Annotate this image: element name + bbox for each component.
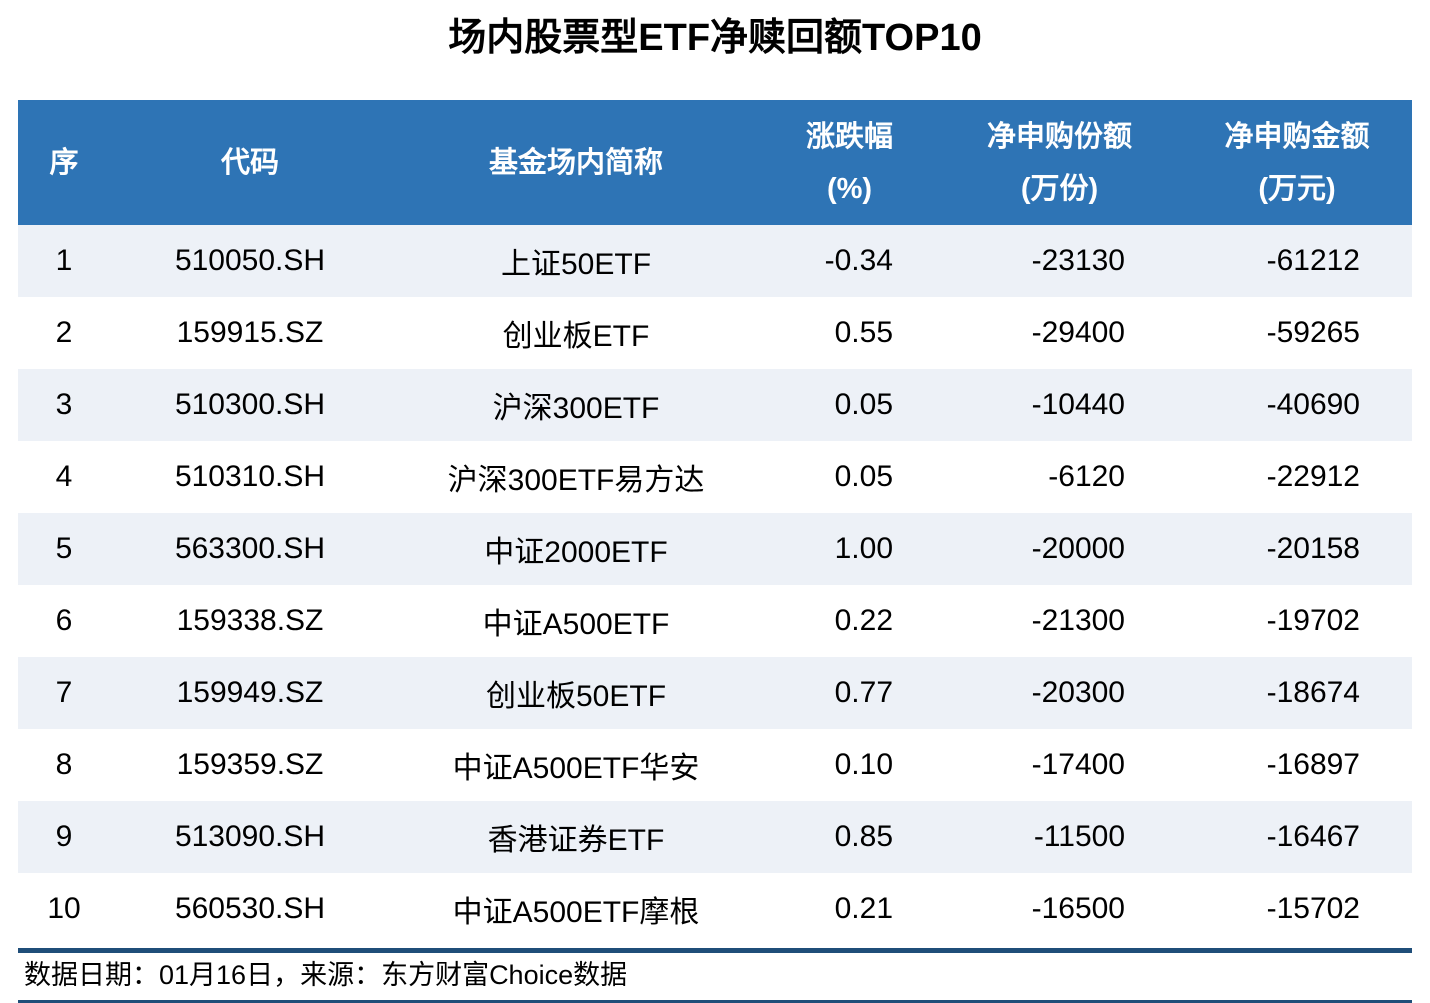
- cell-net-subscription-amount: -59265: [1266, 316, 1360, 349]
- page-title: 场内股票型ETF净赎回额TOP10: [448, 17, 982, 59]
- cell-net-subscription-amount: -18674: [1266, 676, 1360, 709]
- cell-seq: 4: [55, 460, 73, 493]
- cell-net-subscription-amount: -61212: [1266, 244, 1360, 277]
- cell-net-subscription-shares: -16500: [1031, 892, 1125, 925]
- cell-fund-name: 中证2000ETF: [484, 536, 668, 569]
- cell-net-subscription-amount: -19702: [1266, 604, 1360, 637]
- cell-seq: 6: [55, 604, 73, 637]
- cell-code: 563300.SH: [174, 532, 326, 565]
- cell-net-subscription-shares: -20000: [1031, 532, 1125, 565]
- cell-code: 159359.SZ: [176, 748, 324, 781]
- header-unit: (万元): [1258, 172, 1336, 205]
- header-unit: (万份): [1020, 172, 1099, 205]
- cell-seq: 3: [55, 388, 73, 421]
- cell-seq: 2: [55, 316, 73, 349]
- table-row: 6 159338.SZ 中证A500ETF 0.22 -21300 -19702: [18, 585, 1412, 657]
- table-row: 1 510050.SH 上证50ETF -0.34 -23130 -61212: [18, 225, 1412, 297]
- header-label: 净申购金额: [1224, 120, 1370, 153]
- cell-net-subscription-shares: -10440: [1031, 388, 1125, 421]
- table-row: 5 563300.SH 中证2000ETF 1.00 -20000 -20158: [18, 513, 1412, 585]
- cell-pct-change: 0.05: [834, 460, 893, 493]
- cell-pct-change: 1.00: [834, 532, 893, 565]
- cell-seq: 5: [55, 532, 73, 565]
- table-row: 3 510300.SH 沪深300ETF 0.05 -10440 -40690: [18, 369, 1412, 441]
- cell-net-subscription-shares: -11500: [1033, 820, 1125, 853]
- cell-fund-name: 沪深300ETF: [492, 392, 660, 425]
- header-pct-change: 涨跌幅 (%): [762, 100, 937, 225]
- table-row: 4 510310.SH 沪深300ETF易方达 0.05 -6120 -2291…: [18, 441, 1412, 513]
- cell-seq: 1: [55, 244, 73, 277]
- cell-pct-change: 0.10: [834, 748, 893, 781]
- cell-seq: 9: [55, 820, 73, 853]
- cell-fund-name: 上证50ETF: [500, 248, 652, 281]
- cell-net-subscription-shares: -6120: [1048, 460, 1125, 493]
- cell-net-subscription-shares: -20300: [1031, 676, 1125, 709]
- header-label: 基金场内简称: [488, 146, 663, 179]
- table-row: 9 513090.SH 香港证券ETF 0.85 -11500 -16467: [18, 801, 1412, 873]
- header-label: 代码: [220, 146, 279, 179]
- cell-pct-change: 0.21: [834, 892, 893, 925]
- table-row: 8 159359.SZ 中证A500ETF华安 0.10 -17400 -168…: [18, 729, 1412, 801]
- table-header-row: 序 代码 基金场内简称 涨跌幅 (%) 净申购份额 (万份) 净申购金额: [18, 100, 1412, 225]
- cell-pct-change: 0.85: [834, 820, 893, 853]
- header-net-subscription-shares: 净申购份额 (万份): [937, 100, 1182, 225]
- cell-fund-name: 沪深300ETF易方达: [447, 464, 705, 497]
- table-row: 7 159949.SZ 创业板50ETF 0.77 -20300 -18674: [18, 657, 1412, 729]
- cell-seq: 7: [55, 676, 73, 709]
- cell-fund-name: 中证A500ETF华安: [452, 752, 700, 785]
- cell-seq: 8: [55, 748, 73, 781]
- header-label: 序: [49, 146, 79, 179]
- header-label: 净申购份额: [986, 120, 1132, 153]
- cell-fund-name: 中证A500ETF摩根: [452, 896, 700, 929]
- table-row: 2 159915.SZ 创业板ETF 0.55 -29400 -59265: [18, 297, 1412, 369]
- cell-code: 510300.SH: [174, 388, 326, 421]
- cell-net-subscription-shares: -23130: [1031, 244, 1125, 277]
- header-code: 代码: [110, 100, 390, 225]
- table-row: 10 560530.SH 中证A500ETF摩根 0.21 -16500 -15…: [18, 873, 1412, 945]
- cell-fund-name: 中证A500ETF: [482, 608, 670, 641]
- header-fund-name: 基金场内简称: [390, 100, 762, 225]
- cell-code: 510050.SH: [174, 244, 326, 277]
- cell-pct-change: -0.34: [824, 244, 893, 277]
- header-unit: (%): [826, 172, 873, 205]
- cell-seq: 10: [47, 892, 81, 925]
- header-net-subscription-amount: 净申购金额 (万元): [1182, 100, 1412, 225]
- footer: 数据日期：01月16日，来源：东方财富Choice数据: [18, 948, 1412, 1003]
- cell-net-subscription-amount: -22912: [1266, 460, 1360, 493]
- cell-net-subscription-amount: -20158: [1266, 532, 1360, 565]
- cell-pct-change: 0.05: [834, 388, 893, 421]
- cell-net-subscription-amount: -16897: [1266, 748, 1360, 781]
- cell-pct-change: 0.77: [834, 676, 893, 709]
- cell-net-subscription-shares: -21300: [1031, 604, 1125, 637]
- cell-code: 513090.SH: [174, 820, 326, 853]
- cell-net-subscription-amount: -15702: [1266, 892, 1360, 925]
- cell-net-subscription-amount: -16467: [1266, 820, 1360, 853]
- cell-code: 159915.SZ: [176, 316, 324, 349]
- cell-code: 159338.SZ: [176, 604, 324, 637]
- cell-net-subscription-shares: -29400: [1031, 316, 1125, 349]
- data-source-note: 数据日期：01月16日，来源：东方财富Choice数据: [24, 960, 628, 990]
- cell-code: 159949.SZ: [176, 676, 324, 709]
- cell-net-subscription-shares: -17400: [1031, 748, 1125, 781]
- cell-pct-change: 0.22: [834, 604, 893, 637]
- cell-code: 560530.SH: [174, 892, 326, 925]
- cell-code: 510310.SH: [174, 460, 326, 493]
- cell-net-subscription-amount: -40690: [1266, 388, 1360, 421]
- cell-fund-name: 创业板50ETF: [485, 680, 667, 713]
- header-label: 涨跌幅: [805, 120, 893, 153]
- header-seq: 序: [18, 100, 110, 225]
- cell-pct-change: 0.55: [834, 316, 893, 349]
- cell-fund-name: 创业板ETF: [502, 320, 650, 353]
- etf-table: 序 代码 基金场内简称 涨跌幅 (%) 净申购份额 (万份) 净申购金额: [18, 100, 1412, 945]
- cell-fund-name: 香港证券ETF: [487, 824, 665, 857]
